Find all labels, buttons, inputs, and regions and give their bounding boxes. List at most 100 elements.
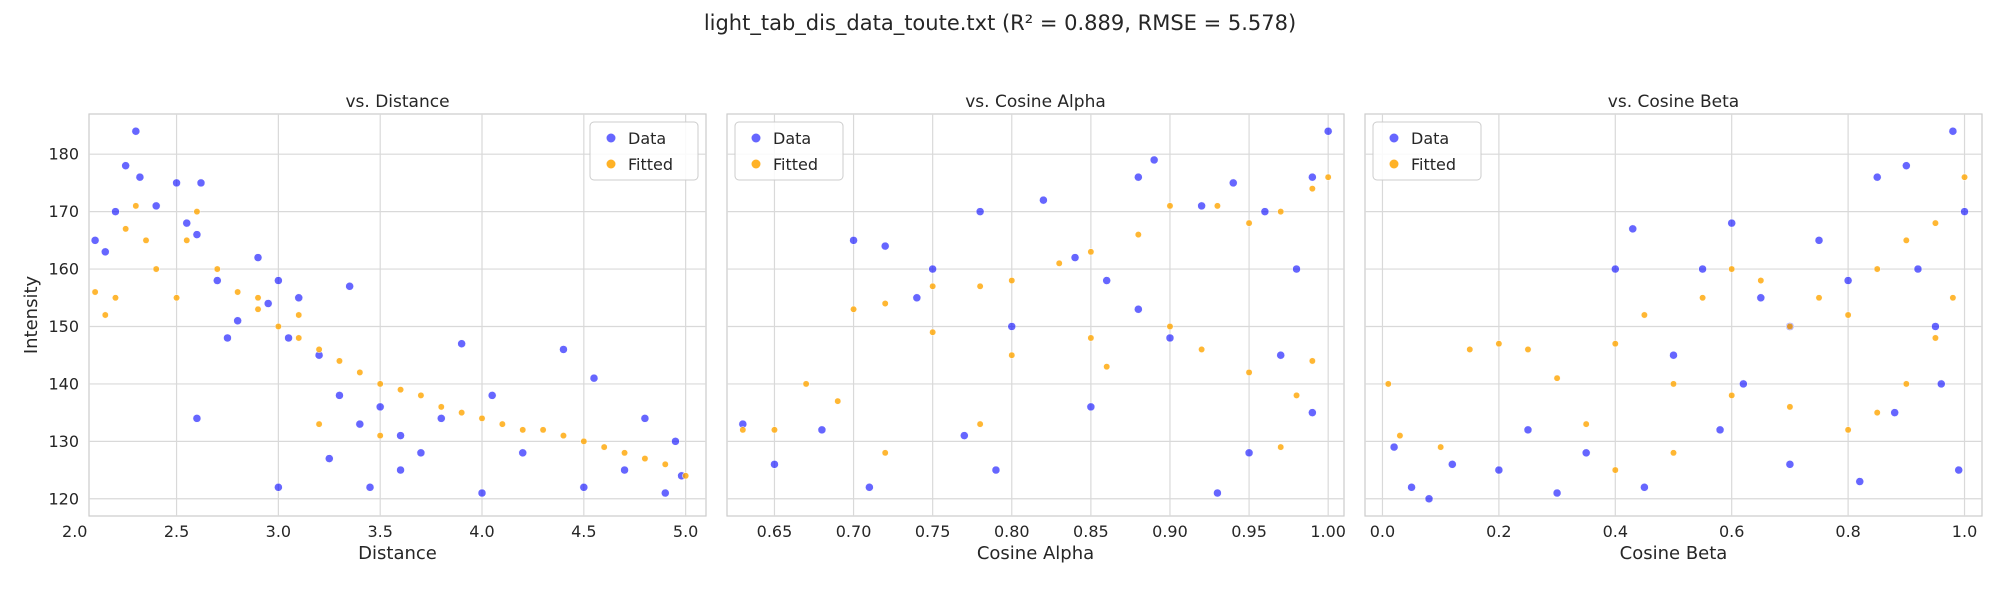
data-point bbox=[487, 391, 497, 400]
data-point bbox=[477, 488, 487, 498]
fitted-point bbox=[417, 391, 425, 399]
data-point bbox=[1937, 379, 1946, 389]
fitted-point bbox=[739, 426, 747, 434]
fitted-point bbox=[929, 328, 937, 336]
data-point bbox=[192, 414, 202, 423]
fitted-point bbox=[1670, 449, 1677, 457]
fitted-point bbox=[1166, 202, 1174, 210]
data-point bbox=[1308, 408, 1317, 417]
y-tick-label: 150 bbox=[48, 317, 79, 336]
fitted-point bbox=[1553, 374, 1561, 382]
fitted-point bbox=[1902, 380, 1910, 388]
fitted-point bbox=[1198, 346, 1206, 353]
y-tick-labels: 120 130 140 150 160 170 180 bbox=[48, 145, 79, 509]
y-tick-label: 170 bbox=[48, 202, 79, 221]
y-tick-label: 140 bbox=[48, 374, 79, 393]
x-tick-label: 0.6 bbox=[1719, 522, 1744, 541]
plot-frame bbox=[88, 113, 707, 517]
panel-cosine-beta: vs. Cosine Beta Cosine Beta 0.0 0.2 0.4 0.6… bbox=[1364, 92, 1983, 564]
x-tick-label: 2.5 bbox=[164, 522, 189, 541]
legend: Data Fitted bbox=[589, 121, 699, 181]
fitted-point bbox=[376, 380, 384, 388]
data-point bbox=[335, 391, 344, 400]
y-tick-label: 160 bbox=[48, 260, 79, 279]
fitted-point bbox=[295, 334, 303, 342]
data-point bbox=[101, 247, 110, 257]
legend-marker-fitted bbox=[751, 159, 761, 169]
data-point bbox=[253, 253, 263, 262]
fitted-point bbox=[1611, 466, 1619, 474]
data-point bbox=[1931, 322, 1940, 331]
fitted-point bbox=[213, 265, 221, 273]
fitted-point bbox=[1324, 173, 1332, 181]
fitted-point bbox=[1245, 368, 1253, 376]
fitted-point bbox=[929, 282, 937, 290]
legend-label-data: Data bbox=[628, 129, 666, 148]
data-point bbox=[1552, 488, 1562, 498]
data-point bbox=[151, 201, 161, 211]
y-tick-label: 130 bbox=[48, 432, 79, 451]
fitted-point bbox=[1008, 351, 1016, 359]
data-point bbox=[912, 293, 922, 303]
fitted-point bbox=[1670, 380, 1677, 388]
legend-label-fitted: Fitted bbox=[1411, 155, 1456, 174]
data-point bbox=[1424, 494, 1434, 504]
data-point bbox=[579, 483, 589, 492]
data-point bbox=[1244, 448, 1254, 458]
fitted-point bbox=[976, 420, 984, 428]
fitted-point bbox=[834, 397, 842, 405]
fitted-point bbox=[101, 311, 109, 319]
data-point bbox=[1814, 236, 1824, 245]
data-point bbox=[345, 282, 354, 291]
data-point bbox=[1890, 408, 1899, 417]
fitted-point bbox=[1873, 265, 1881, 273]
fitted-point bbox=[1055, 259, 1063, 267]
x-tick-label: 0.80 bbox=[994, 522, 1030, 541]
fitted-point bbox=[183, 236, 191, 244]
fitted-point bbox=[881, 300, 889, 307]
data-point bbox=[1007, 322, 1017, 331]
fitted-point bbox=[1166, 323, 1174, 330]
x-tick-label: 0.95 bbox=[1231, 522, 1267, 541]
fitted-point bbox=[560, 432, 567, 440]
x-tick-label: 0.2 bbox=[1486, 522, 1511, 541]
data-point bbox=[960, 431, 969, 440]
fitted-point bbox=[132, 202, 140, 210]
fitted-point bbox=[376, 432, 384, 440]
data-point bbox=[375, 402, 385, 412]
fitted-point bbox=[478, 414, 486, 422]
fitted-point bbox=[498, 420, 506, 428]
fitted-point bbox=[112, 294, 119, 302]
fitted-point bbox=[1277, 443, 1285, 451]
data-point bbox=[196, 178, 206, 188]
fitted-point bbox=[1931, 219, 1939, 227]
fitted-point bbox=[1611, 340, 1619, 348]
data-point bbox=[817, 425, 827, 435]
figure-title: light_tab_dis_data_toute.txt (R² = 0.889… bbox=[704, 11, 1296, 36]
data-point bbox=[671, 437, 680, 446]
fitted-point bbox=[1293, 391, 1300, 399]
data-point bbox=[865, 483, 874, 492]
data-point bbox=[1070, 253, 1080, 262]
data-point bbox=[437, 414, 446, 423]
fitted-point bbox=[641, 455, 649, 463]
data-point bbox=[172, 178, 181, 188]
legend-marker-fitted bbox=[606, 159, 616, 169]
data-point bbox=[1913, 264, 1923, 274]
fitted-point bbox=[1949, 294, 1957, 302]
legend-label-fitted: Fitted bbox=[773, 155, 818, 174]
data-point bbox=[1715, 425, 1725, 435]
fitted-point bbox=[1728, 391, 1736, 399]
data-point bbox=[1389, 442, 1399, 452]
data-point bbox=[121, 161, 130, 170]
data-point bbox=[1698, 264, 1707, 274]
data-point bbox=[1260, 207, 1270, 216]
data-point bbox=[90, 236, 100, 245]
data-point bbox=[274, 483, 283, 492]
fitted-point bbox=[1134, 231, 1142, 239]
data-point bbox=[1954, 465, 1963, 475]
fitted-point bbox=[1087, 248, 1095, 256]
x-tick-label: 0.70 bbox=[836, 522, 872, 541]
fitted-point bbox=[1728, 265, 1736, 273]
data-point bbox=[991, 465, 1001, 475]
